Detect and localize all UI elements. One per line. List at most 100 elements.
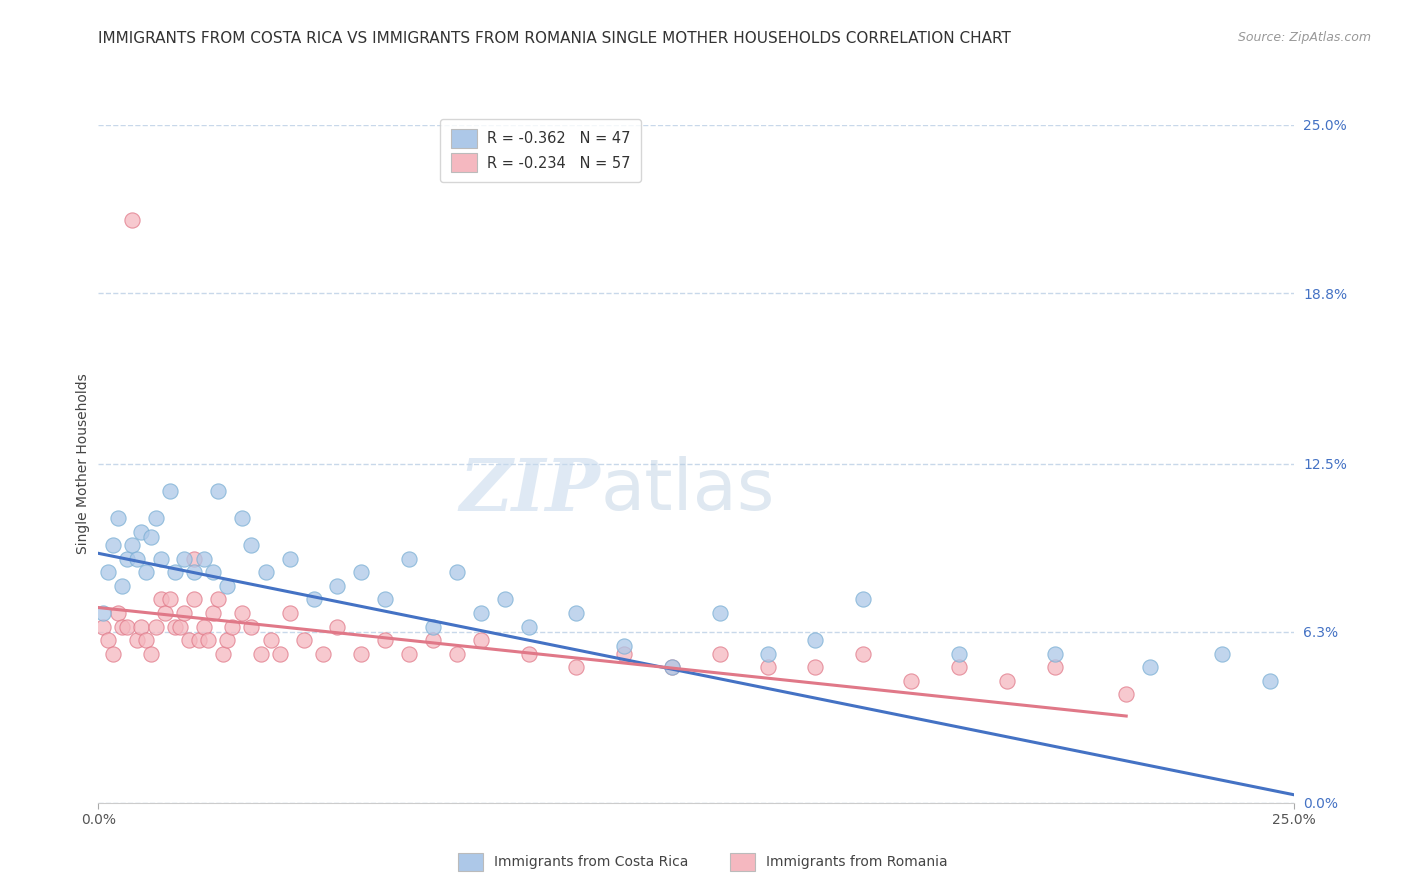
- Point: [183, 566, 205, 580]
- Point: [159, 483, 181, 498]
- Point: [202, 566, 225, 580]
- Point: [231, 606, 253, 620]
- Point: [231, 511, 253, 525]
- Point: [565, 606, 588, 620]
- Point: [173, 551, 195, 566]
- Point: [207, 483, 229, 498]
- Point: [183, 592, 205, 607]
- Point: [187, 633, 209, 648]
- Point: [135, 633, 157, 648]
- Point: [326, 619, 349, 633]
- Legend: Immigrants from Costa Rica, Immigrants from Romania: Immigrants from Costa Rica, Immigrants f…: [449, 843, 957, 880]
- Point: [197, 633, 219, 648]
- Point: [91, 606, 114, 620]
- Point: [240, 619, 263, 633]
- Point: [173, 606, 195, 620]
- Point: [278, 606, 301, 620]
- Point: [709, 647, 731, 661]
- Point: [107, 511, 129, 525]
- Point: [121, 538, 143, 552]
- Point: [217, 633, 239, 648]
- Point: [1115, 687, 1137, 701]
- Point: [422, 619, 444, 633]
- Point: [398, 647, 420, 661]
- Point: [202, 606, 225, 620]
- Point: [115, 551, 138, 566]
- Point: [565, 660, 588, 674]
- Point: [183, 551, 205, 566]
- Point: [169, 619, 191, 633]
- Point: [374, 633, 396, 648]
- Text: Source: ZipAtlas.com: Source: ZipAtlas.com: [1237, 31, 1371, 45]
- Point: [221, 619, 243, 633]
- Point: [804, 660, 827, 674]
- Point: [804, 633, 827, 648]
- Point: [613, 647, 636, 661]
- Point: [155, 606, 177, 620]
- Point: [470, 606, 492, 620]
- Point: [948, 647, 970, 661]
- Point: [269, 647, 291, 661]
- Text: atlas: atlas: [600, 457, 775, 525]
- Legend: R = -0.362   N = 47, R = -0.234   N = 57: R = -0.362 N = 47, R = -0.234 N = 57: [440, 119, 641, 182]
- Point: [312, 647, 335, 661]
- Point: [107, 606, 129, 620]
- Text: IMMIGRANTS FROM COSTA RICA VS IMMIGRANTS FROM ROMANIA SINGLE MOTHER HOUSEHOLDS C: IMMIGRANTS FROM COSTA RICA VS IMMIGRANTS…: [98, 31, 1011, 46]
- Point: [125, 633, 148, 648]
- Point: [661, 660, 683, 674]
- Point: [852, 592, 875, 607]
- Point: [326, 579, 349, 593]
- Point: [193, 619, 215, 633]
- Point: [374, 592, 396, 607]
- Point: [1211, 647, 1233, 661]
- Point: [756, 660, 779, 674]
- Point: [1139, 660, 1161, 674]
- Point: [1043, 660, 1066, 674]
- Point: [159, 592, 181, 607]
- Point: [494, 592, 516, 607]
- Point: [613, 639, 636, 653]
- Point: [211, 647, 233, 661]
- Text: ZIP: ZIP: [460, 456, 600, 526]
- Point: [1043, 647, 1066, 661]
- Point: [470, 633, 492, 648]
- Point: [101, 538, 124, 552]
- Point: [250, 647, 273, 661]
- Point: [756, 647, 779, 661]
- Point: [900, 673, 922, 688]
- Y-axis label: Single Mother Households: Single Mother Households: [76, 374, 90, 554]
- Point: [517, 647, 540, 661]
- Point: [121, 212, 143, 227]
- Point: [259, 633, 281, 648]
- Point: [852, 647, 875, 661]
- Point: [1258, 673, 1281, 688]
- Point: [149, 551, 172, 566]
- Point: [278, 551, 301, 566]
- Point: [240, 538, 263, 552]
- Point: [125, 551, 148, 566]
- Point: [111, 619, 134, 633]
- Point: [661, 660, 683, 674]
- Point: [101, 647, 124, 661]
- Point: [163, 619, 186, 633]
- Point: [350, 647, 373, 661]
- Point: [115, 619, 138, 633]
- Point: [254, 566, 277, 580]
- Point: [131, 619, 153, 633]
- Point: [446, 647, 468, 661]
- Point: [131, 524, 153, 539]
- Point: [446, 566, 468, 580]
- Point: [97, 566, 120, 580]
- Point: [139, 647, 162, 661]
- Point: [517, 619, 540, 633]
- Point: [149, 592, 172, 607]
- Point: [709, 606, 731, 620]
- Point: [302, 592, 325, 607]
- Point: [948, 660, 970, 674]
- Point: [398, 551, 420, 566]
- Point: [111, 579, 134, 593]
- Point: [422, 633, 444, 648]
- Point: [995, 673, 1018, 688]
- Point: [135, 566, 157, 580]
- Point: [217, 579, 239, 593]
